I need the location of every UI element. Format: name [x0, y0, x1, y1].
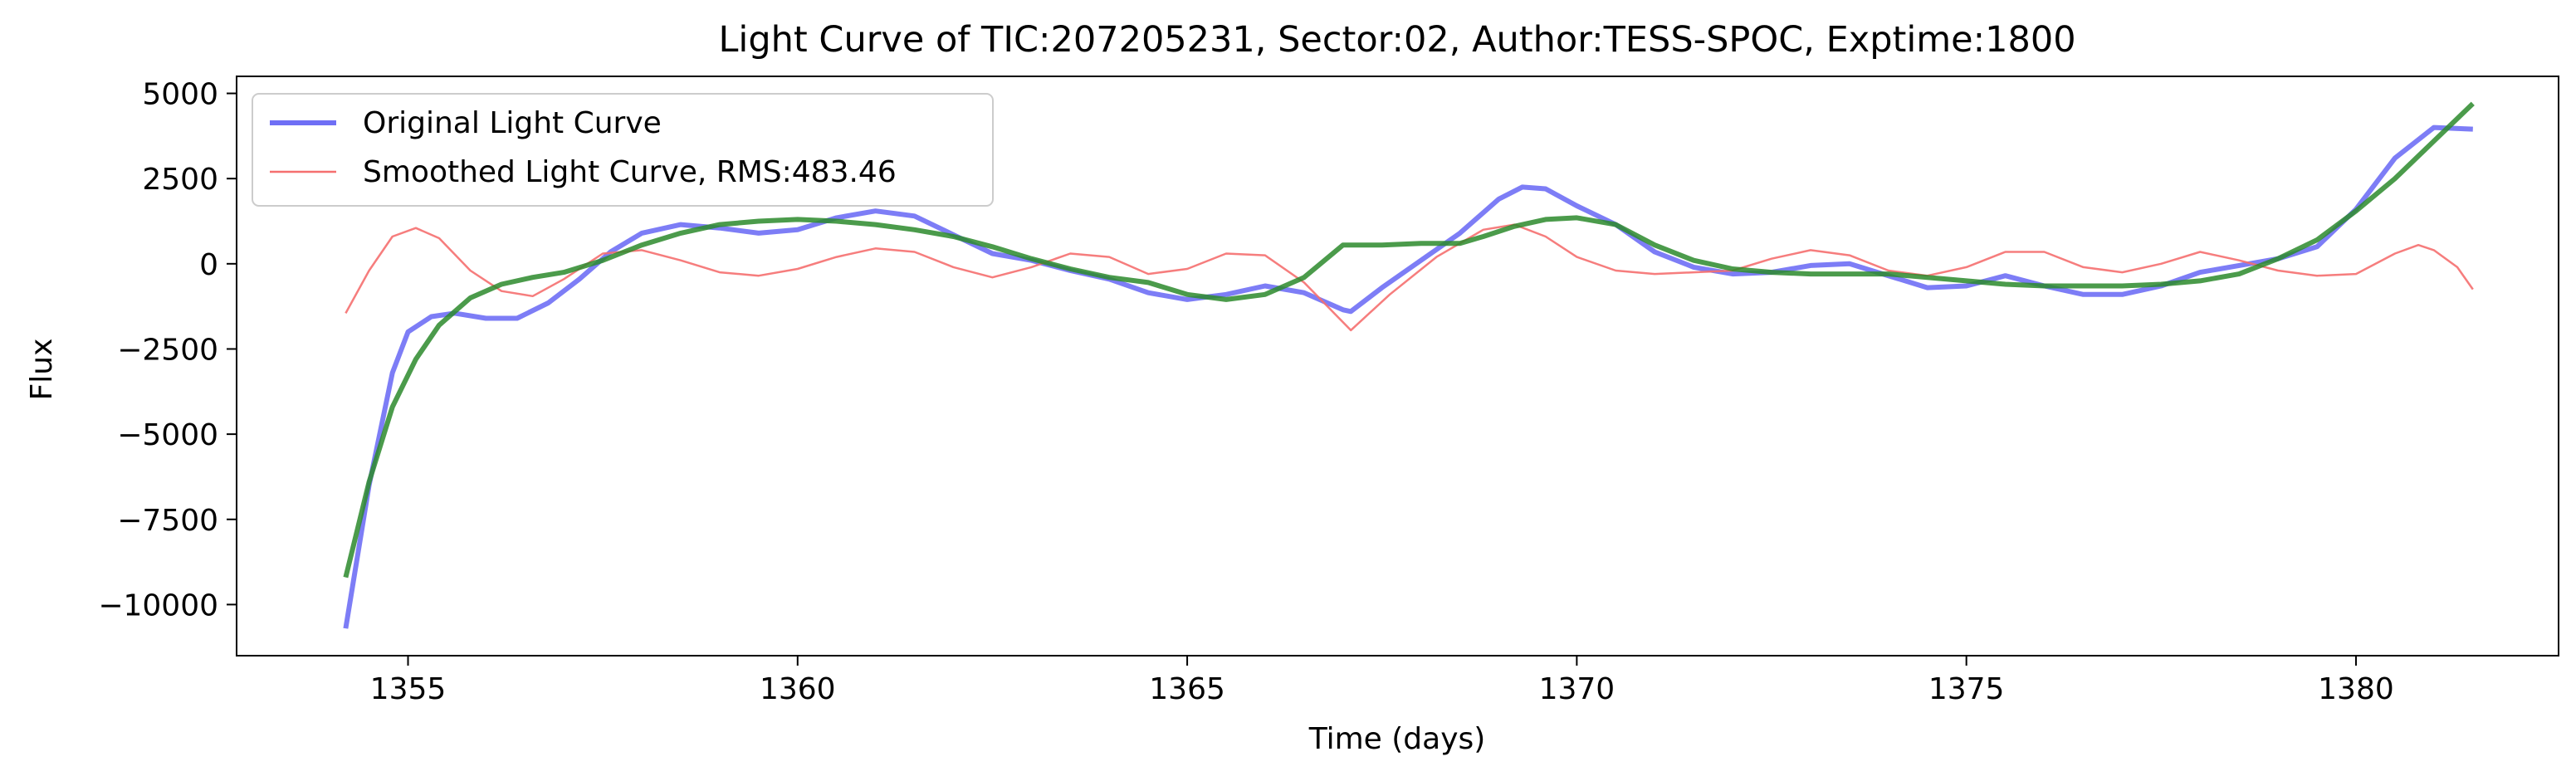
y-tick-label: −7500	[117, 504, 218, 538]
legend-label-original: Original Light Curve	[363, 106, 662, 140]
y-tick-label: 2500	[142, 163, 218, 197]
x-tick-label: 1370	[1539, 672, 1615, 706]
x-tick-label: 1380	[2318, 672, 2394, 706]
x-axis-label: Time (days)	[1308, 722, 1486, 756]
y-axis-label: Flux	[25, 339, 59, 401]
x-tick-label: 1365	[1149, 672, 1225, 706]
y-tick-label: 5000	[142, 78, 218, 112]
series-line-2	[343, 101, 2475, 578]
y-tick-label: −10000	[98, 588, 218, 622]
x-tick-label: 1360	[760, 672, 836, 706]
legend-label-smoothed: Smoothed Light Curve, RMS:483.46	[363, 155, 897, 189]
chart-title: Light Curve of TIC:207205231, Sector:02,…	[718, 19, 2075, 61]
x-tick-label: 1375	[1928, 672, 2005, 706]
y-tick-label: −5000	[117, 418, 218, 452]
plot-frame	[236, 76, 2559, 657]
legend-box	[252, 93, 994, 207]
y-tick-label: 0	[199, 248, 218, 282]
y-tick-label: −2500	[117, 333, 218, 367]
legend: Original Light Curve Smoothed Light Curv…	[252, 93, 994, 207]
x-tick-label: 1355	[370, 672, 447, 706]
series-line-1	[345, 223, 2474, 332]
